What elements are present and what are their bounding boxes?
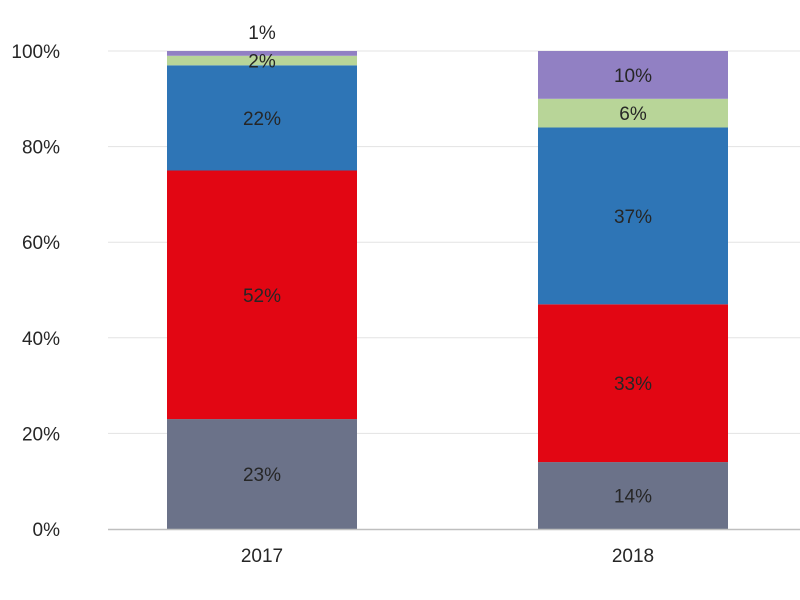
data-label: 37%: [614, 207, 652, 228]
bar-segments: [167, 51, 728, 529]
x-tick-label: 2017: [241, 546, 283, 567]
data-label: 52%: [243, 286, 281, 307]
axes: 0% 20% 40% 60% 80% 100% 2017 2018: [11, 42, 800, 567]
data-label: 23%: [243, 465, 281, 486]
bar-segment: [538, 127, 728, 305]
x-tick-label: 2018: [612, 546, 654, 567]
data-label: 33%: [614, 374, 652, 395]
y-tick-label: 100%: [11, 42, 60, 63]
data-label: 10%: [614, 66, 652, 87]
data-label: 2%: [248, 52, 276, 73]
y-tick-label: 40%: [22, 329, 60, 350]
bar-segment: [538, 462, 728, 529]
data-label: 14%: [614, 487, 652, 508]
bar-segment: [167, 65, 357, 171]
y-tick-label: 0%: [33, 520, 61, 541]
data-label: 6%: [619, 104, 647, 125]
bar-segment: [167, 170, 357, 420]
y-tick-label: 80%: [22, 138, 60, 159]
y-tick-label: 20%: [22, 424, 60, 445]
data-label: 1%: [248, 23, 276, 44]
bar-segment: [167, 51, 357, 56]
y-tick-label: 60%: [22, 233, 60, 254]
bar-segment: [538, 304, 728, 463]
bar-segment: [538, 98, 728, 128]
data-labels: 23% 52% 22% 2% 1% 14% 33% 37% 6% 10%: [243, 23, 652, 508]
data-label: 22%: [243, 109, 281, 130]
bar-segment: [538, 51, 728, 99]
bar-segment: [167, 419, 357, 529]
bar-segment: [167, 55, 357, 66]
